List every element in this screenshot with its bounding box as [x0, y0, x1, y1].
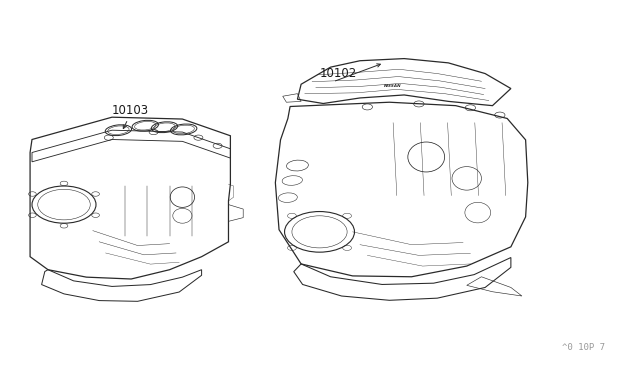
- Text: ^0 10P 7: ^0 10P 7: [562, 343, 605, 352]
- Text: NISSAN: NISSAN: [384, 84, 402, 89]
- Text: 10102: 10102: [320, 67, 357, 80]
- Text: 10103: 10103: [112, 104, 149, 117]
